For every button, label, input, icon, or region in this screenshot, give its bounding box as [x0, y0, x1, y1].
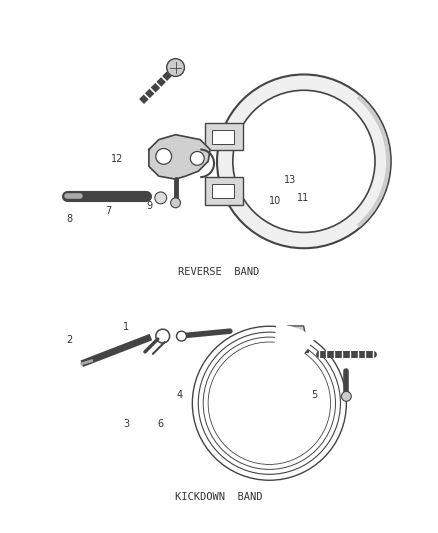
Text: 10: 10 — [269, 196, 281, 206]
Bar — [212, 184, 234, 198]
Polygon shape — [149, 135, 210, 179]
Bar — [212, 130, 234, 143]
Circle shape — [217, 75, 391, 248]
Text: 7: 7 — [106, 206, 112, 216]
Bar — [205, 177, 243, 205]
Text: 3: 3 — [123, 419, 129, 430]
Text: 8: 8 — [67, 214, 73, 224]
Text: 13: 13 — [284, 175, 297, 184]
Circle shape — [177, 331, 187, 341]
Polygon shape — [286, 326, 306, 343]
Circle shape — [233, 90, 375, 232]
Text: 4: 4 — [177, 391, 183, 400]
Text: REVERSE  BAND: REVERSE BAND — [178, 267, 260, 277]
Circle shape — [155, 192, 167, 204]
Text: 11: 11 — [297, 193, 310, 203]
Text: KICKDOWN  BAND: KICKDOWN BAND — [175, 492, 263, 502]
Text: 6: 6 — [158, 419, 164, 430]
Text: 9: 9 — [147, 201, 153, 211]
Text: 1: 1 — [123, 322, 129, 332]
Text: 12: 12 — [111, 154, 124, 164]
Circle shape — [191, 151, 204, 165]
Circle shape — [342, 391, 351, 401]
Wedge shape — [269, 324, 315, 403]
Text: 5: 5 — [311, 391, 317, 400]
Text: 2: 2 — [67, 335, 73, 345]
Circle shape — [156, 149, 172, 164]
Circle shape — [167, 59, 184, 76]
Bar — [205, 123, 243, 150]
Circle shape — [171, 198, 180, 208]
